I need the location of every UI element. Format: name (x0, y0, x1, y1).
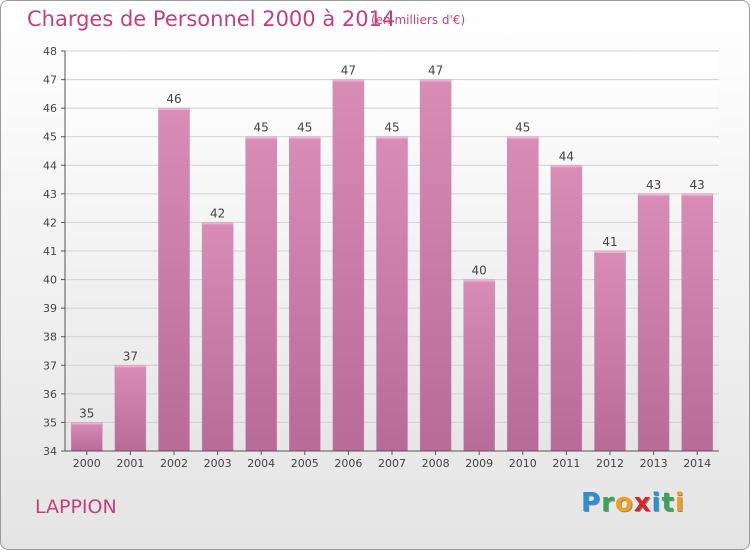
logo-letter: o (614, 488, 634, 518)
axes (61, 50, 719, 455)
y-tick-label: 39 (43, 302, 57, 315)
bar-top-highlight (594, 251, 626, 253)
x-tick-label: 2004 (247, 457, 275, 470)
x-tick-label: 2011 (552, 457, 580, 470)
logo-letter: t (661, 488, 675, 518)
bar (637, 193, 670, 452)
bar-value-label: 47 (341, 64, 356, 78)
x-tick-label: 2009 (465, 457, 493, 470)
bar (114, 365, 147, 452)
bar-top-highlight (376, 136, 408, 139)
bar-value-label: 44 (559, 149, 574, 163)
bar-value-label: 46 (166, 92, 181, 106)
y-tick-label: 41 (43, 245, 57, 258)
bar (463, 279, 495, 452)
x-tick-label: 2005 (291, 457, 319, 470)
bar (681, 193, 713, 452)
bar-top-highlight (245, 136, 277, 139)
y-tick-label: 45 (43, 131, 57, 144)
bar-value-label: 40 (472, 264, 487, 278)
chart-title: Charges de Personnel 2000 à 2014 (27, 7, 396, 31)
x-tick-label: 2007 (378, 457, 406, 470)
y-tick-label: 42 (43, 216, 57, 229)
bar-top-highlight (550, 165, 582, 168)
bars (71, 79, 713, 452)
bar-top-highlight (158, 108, 190, 111)
bar-value-label: 45 (297, 121, 312, 135)
x-tick-label: 2006 (334, 457, 362, 470)
x-tick-label: 2001 (116, 457, 144, 470)
bar-top-highlight (681, 193, 713, 196)
y-tick-label: 40 (43, 274, 57, 287)
bar-top-highlight (463, 279, 495, 282)
x-tick-label: 2003 (204, 457, 232, 470)
bar (71, 422, 103, 452)
bar-top-highlight (507, 136, 539, 139)
bar (158, 107, 190, 452)
bar-value-label: 35 (79, 406, 94, 420)
bar-value-label: 41 (602, 235, 617, 249)
bar-value-label: 45 (384, 121, 399, 135)
bar-top-highlight (332, 79, 364, 82)
bar (550, 165, 583, 452)
bar (376, 136, 408, 452)
chart-subtitle: (en milliers d'€) (371, 13, 466, 27)
bar (332, 79, 365, 452)
y-tick-label: 36 (43, 388, 57, 401)
bar-top-highlight (420, 79, 452, 82)
bar-value-label: 43 (690, 178, 705, 192)
y-tick-label: 37 (43, 359, 57, 372)
bar-value-label: 45 (515, 121, 530, 135)
logo-letter: r (601, 488, 615, 518)
y-tick-label: 34 (43, 445, 57, 458)
logo-letter: i (651, 488, 662, 518)
x-tick-label: 2013 (640, 457, 668, 470)
y-tick-label: 38 (43, 331, 57, 344)
bar (289, 136, 321, 452)
bar-top-highlight (71, 422, 103, 425)
x-tick-label: 2008 (422, 457, 450, 470)
logo-letter: i (674, 488, 685, 518)
x-tick-label: 2014 (683, 457, 711, 470)
y-tick-label: 35 (43, 416, 57, 429)
bar-value-label: 43 (646, 178, 661, 192)
x-tick-label: 2010 (509, 457, 537, 470)
x-tick-label: 2012 (596, 457, 624, 470)
commune-name: LAPPION (35, 496, 117, 518)
y-tick-label: 43 (43, 188, 57, 201)
y-tick-label: 47 (43, 74, 57, 87)
x-tick-label: 2000 (73, 457, 101, 470)
proxiti-logo: Proxiti (581, 488, 685, 518)
bar-value-label: 42 (210, 206, 225, 220)
labels: 34 35 36 37 38 39 40 41 42 43 44 45 46 47 48 35 2000 37 20… (43, 45, 711, 470)
logo-letter: P (581, 488, 602, 518)
bar (507, 136, 539, 452)
bar-top-highlight (202, 222, 234, 225)
bar (201, 222, 234, 452)
bar (594, 250, 626, 452)
bar (245, 136, 277, 452)
bar (419, 79, 452, 452)
x-tick-label: 2002 (160, 457, 188, 470)
bar-top-highlight (638, 193, 670, 196)
bar-value-label: 37 (123, 349, 138, 363)
bar-value-label: 47 (428, 64, 443, 78)
y-tick-label: 46 (43, 102, 57, 115)
bar-top-highlight (289, 136, 321, 139)
logo-letter: x (633, 488, 652, 518)
y-tick-label: 48 (43, 45, 57, 58)
bar-top-highlight (114, 365, 146, 368)
bar-value-label: 45 (254, 121, 269, 135)
y-tick-label: 44 (43, 159, 57, 172)
